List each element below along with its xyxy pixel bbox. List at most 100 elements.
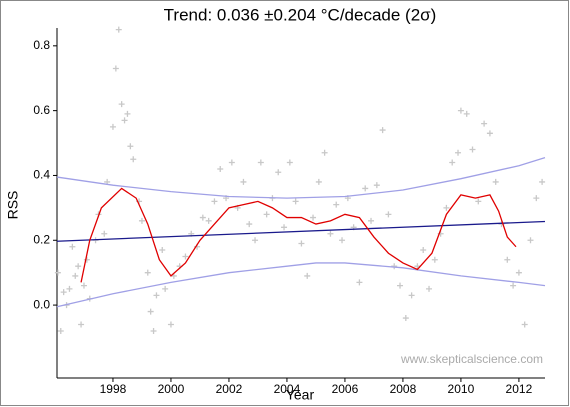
data-point: [402, 315, 409, 322]
data-point: [457, 107, 464, 114]
data-point: [408, 292, 415, 299]
series-line: [80, 187, 517, 283]
data-point: [356, 279, 363, 286]
data-point: [69, 243, 76, 250]
data-point: [449, 159, 456, 166]
data-point: [469, 146, 476, 153]
data-point: [159, 246, 166, 253]
data-point: [443, 204, 450, 211]
data-point: [153, 292, 160, 299]
x-tick-label: 2004: [274, 382, 301, 396]
x-tick-label: 2006: [332, 382, 359, 396]
data-point: [455, 149, 462, 156]
data-point: [379, 127, 386, 134]
y-tick-label: 0.0: [33, 297, 50, 311]
data-point: [138, 217, 145, 224]
data-point: [391, 263, 398, 270]
data-point: [217, 165, 224, 172]
data-point: [339, 237, 346, 244]
data-point: [431, 256, 438, 263]
data-point: [286, 159, 293, 166]
y-tick-label: 0.8: [33, 38, 50, 52]
data-point: [321, 149, 328, 156]
data-point: [481, 120, 488, 127]
data-point: [162, 285, 169, 292]
y-tick-label: 0.2: [33, 232, 50, 246]
data-point: [539, 178, 546, 185]
data-point: [310, 214, 317, 221]
data-point: [115, 26, 122, 33]
data-point: [246, 221, 253, 228]
data-point: [60, 289, 67, 296]
x-tick-label: 2002: [216, 382, 243, 396]
data-point: [492, 178, 499, 185]
data-point: [147, 308, 154, 315]
data-point: [414, 263, 421, 270]
series-line: [56, 220, 546, 242]
data-point: [124, 110, 131, 117]
y-axis-label: RSS: [5, 191, 21, 220]
data-point: [118, 101, 125, 108]
x-tick-label: 2008: [390, 382, 417, 396]
data-point: [182, 253, 189, 260]
data-point: [368, 217, 375, 224]
data-point: [109, 123, 116, 130]
data-point: [199, 214, 206, 221]
x-axis-label: Year: [286, 387, 315, 403]
data-point: [263, 211, 270, 218]
data-point: [205, 217, 212, 224]
data-point: [397, 282, 404, 289]
series-line: [56, 157, 546, 199]
data-point: [66, 285, 73, 292]
data-point: [420, 246, 427, 253]
data-point: [510, 282, 517, 289]
data-point: [475, 198, 482, 205]
data-point: [127, 143, 134, 150]
data-point: [57, 328, 64, 335]
x-tick-label: 2010: [448, 382, 475, 396]
data-point: [54, 269, 61, 276]
data-point: [527, 237, 534, 244]
data-point: [304, 272, 311, 279]
data-point: [257, 159, 264, 166]
data-point: [373, 182, 380, 189]
data-point: [240, 178, 247, 185]
data-point: [426, 285, 433, 292]
data-point: [150, 328, 157, 335]
data-point: [121, 117, 128, 124]
data-point: [83, 256, 90, 263]
data-point: [504, 256, 511, 263]
x-tick-label: 1998: [100, 382, 127, 396]
y-tick-label: 0.4: [33, 168, 50, 182]
data-point: [515, 269, 522, 276]
data-point: [80, 282, 87, 289]
data-point: [362, 185, 369, 192]
data-point: [292, 198, 299, 205]
data-point: [228, 159, 235, 166]
x-tick-label: 2000: [158, 382, 185, 396]
watermark: www.skepticalscience.com: [400, 352, 543, 366]
data-point: [463, 110, 470, 117]
data-point: [315, 178, 322, 185]
data-point: [275, 169, 282, 176]
data-point: [333, 201, 340, 208]
data-point: [72, 272, 79, 279]
series-line: [56, 262, 546, 308]
data-point: [78, 321, 85, 328]
data-point: [521, 321, 528, 328]
data-point: [327, 230, 334, 237]
data-point: [533, 195, 540, 202]
data-point: [281, 224, 288, 231]
y-tick-label: 0.6: [33, 103, 50, 117]
chart-title: Trend: 0.036 ±0.204 °C/decade (2σ): [164, 5, 437, 24]
data-point: [167, 321, 174, 328]
data-point: [101, 230, 108, 237]
data-point: [211, 198, 218, 205]
data-point: [298, 240, 305, 247]
data-point: [252, 237, 259, 244]
data-point: [486, 130, 493, 137]
data-point: [144, 269, 151, 276]
data-point: [112, 65, 119, 72]
